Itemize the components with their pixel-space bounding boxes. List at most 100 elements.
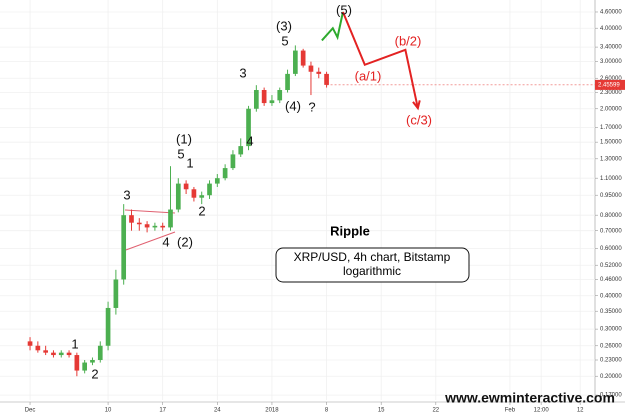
y-tick-label: 0.80000 [600,213,622,219]
chart-subtitle: XRP/USD, 4h chart, Bitstamp [294,250,451,264]
y-tick-label: 0.60000 [600,246,622,252]
candle-body [121,215,127,280]
x-tick-label: 12:00 [534,408,550,414]
candle-body [105,307,111,346]
candle-body [152,225,158,228]
candle-body [27,341,33,346]
wave-label: 4 [246,133,253,148]
candle-body [293,50,298,74]
x-tick-label: 24 [214,408,221,414]
x-tick-label: 15 [378,408,385,414]
x-tick-label: Feb [505,408,516,414]
candle-body [277,90,283,101]
candle-body [324,73,329,85]
candle-body [222,168,228,179]
candle-body [316,71,322,74]
last-price-label: 2.45599 [598,82,620,88]
wave-label: (c/3) [406,112,432,127]
y-tick-label: 0.70000 [600,228,622,234]
y-tick-label: 0.17000 [600,393,622,399]
y-tick-label: 2.60000 [600,76,622,82]
projection-line [321,11,344,42]
candle-body [214,178,220,184]
y-tick-label: 0.35000 [600,309,622,315]
candle-body [74,355,80,371]
y-tick-label: 1.30000 [600,156,622,162]
candle-body [144,224,150,228]
x-tick-label: 8 [325,408,329,414]
wave-label: (1) [176,131,192,146]
wave-label: (2) [177,234,193,249]
wave-label: 5 [177,146,184,161]
wave-label: (a/1) [355,68,382,83]
candle-body [43,350,48,353]
triangle-line [122,231,176,252]
candle-body [175,183,181,210]
y-tick-label: 3.40000 [600,45,622,51]
x-tick-label: 22 [432,408,439,414]
y-tick-label: 2.00000 [600,106,622,112]
candle-body [308,65,314,72]
watermark: www.ewminteractive.com [444,390,615,406]
chart-subtitle: logarithmic [343,264,401,278]
wave-label: 3 [123,187,130,202]
wave-label: (5) [336,2,352,17]
candle-body [51,352,56,356]
arrow-head [412,100,421,111]
x-tick-label: Dec [25,408,36,414]
candle-body [253,90,259,109]
candle-body [269,100,275,104]
plot [27,11,421,377]
candle-body [300,50,306,66]
y-tick-label: 2.30000 [600,90,622,96]
candle-body [261,90,267,104]
y-tick-label: 0.52000 [600,263,622,269]
candle-body [97,345,103,360]
x-tick-label: 17 [159,408,166,414]
candle-body [207,183,212,196]
last-price-box [595,79,625,90]
candle-body [191,189,197,198]
triangle-line [124,209,176,214]
projection-line [342,11,419,109]
candle-body [168,209,173,228]
candle-body [160,225,166,228]
y-tick-label: 0.46000 [600,277,622,283]
x-tick-label: 2018 [265,408,279,414]
candle-body [35,345,41,351]
candle-body [136,222,142,225]
y-tick-label: 0.40000 [600,293,622,299]
y-tick-label: 4.60000 [600,10,622,16]
candle-body [58,352,64,356]
y-tick-label: 1.70000 [600,125,622,131]
y-tick-label: 0.26000 [600,343,622,349]
wave-label: 3 [239,65,246,80]
candle-body [285,73,290,91]
x-tick-label: 12 [577,408,584,414]
wave-label: 4 [162,234,169,249]
candle-body [82,362,88,371]
wave-label: (b/2) [395,33,422,48]
y-tick-label: 3.00000 [600,59,622,65]
y-tick-label: 0.23000 [600,358,622,364]
candle-body [199,195,205,198]
candle-body [90,359,95,363]
chart-title: Ripple [330,223,370,238]
y-tick-label: 1.50000 [600,140,622,146]
candle-body [230,154,236,169]
candle-body [129,215,134,223]
wave-label: 1 [71,336,78,351]
candle-body [183,183,189,190]
wave-label: ? [308,99,315,114]
candle-body [66,352,72,356]
candle-body [113,279,119,308]
x-tick-label: 10 [105,408,112,414]
y-tick-label: 4.00000 [600,26,622,32]
wave-label: (4) [285,98,301,113]
y-tick-label: 0.30000 [600,327,622,333]
wave-label: 5 [281,33,288,48]
candle-body [238,146,244,155]
wave-label: (3) [276,18,292,33]
